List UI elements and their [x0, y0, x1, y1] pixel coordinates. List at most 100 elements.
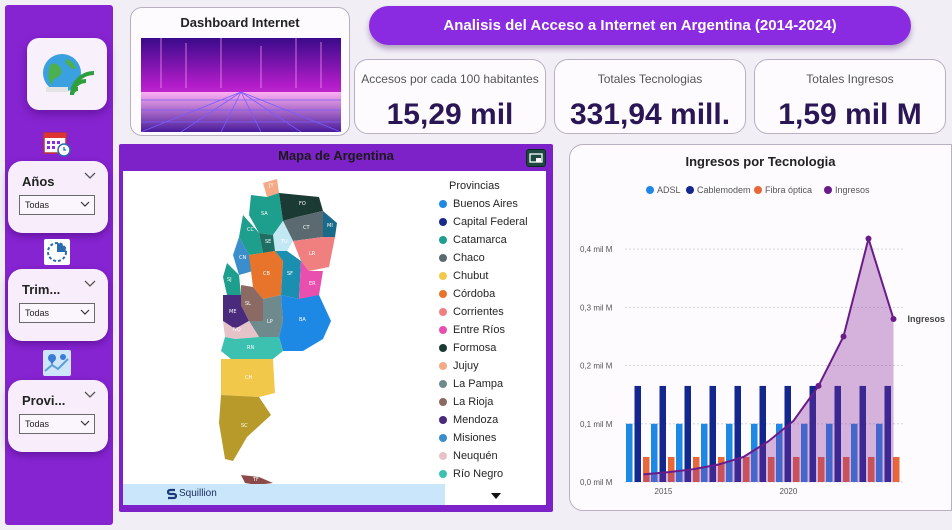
province-select[interactable]: Todas [19, 414, 95, 434]
province-cordoba[interactable] [249, 251, 283, 299]
province-chaco[interactable] [283, 211, 323, 241]
ingresos-point[interactable] [840, 333, 847, 340]
squillion-logo-icon [167, 488, 177, 500]
legend-item[interactable]: Neuquén [439, 450, 498, 462]
province-santa-cruz[interactable] [219, 395, 271, 461]
chart-legend-dot [686, 186, 694, 194]
bar-cablemodem[interactable] [634, 385, 642, 482]
legend-item[interactable]: Córdoba [439, 288, 496, 300]
bar-cablemodem[interactable] [709, 385, 717, 482]
focus-mode-icon[interactable] [526, 149, 546, 167]
bar-adsl[interactable] [876, 423, 883, 482]
province-tucuman[interactable] [259, 233, 275, 253]
bar-adsl[interactable] [651, 423, 658, 482]
legend-item[interactable]: La Pampa [439, 378, 503, 390]
bar-adsl[interactable] [776, 423, 783, 482]
location-map-icon [42, 349, 72, 377]
province-santa-fe[interactable] [275, 251, 301, 299]
legend-item[interactable]: Río Negro [439, 468, 503, 480]
chart-legend-label[interactable]: Cablemodem [697, 185, 751, 195]
legend-label: Jujuy [453, 360, 479, 372]
bar-adsl[interactable] [801, 423, 808, 482]
province-rio-negro[interactable] [221, 337, 283, 359]
bar-cablemodem[interactable] [834, 385, 842, 482]
triangle-down-icon[interactable] [490, 492, 502, 500]
ingresos-point[interactable] [865, 235, 872, 242]
province-tierra-del-fuego[interactable] [241, 475, 273, 485]
bar-fibra-óptica[interactable] [643, 456, 650, 482]
bar-cablemodem[interactable] [734, 385, 742, 482]
province-la-pampa[interactable] [249, 295, 283, 337]
chart-canvas[interactable]: ADSL Cablemodem Fibra óptica Ingresos 0,0 mi… [570, 145, 952, 512]
bar-fibra-óptica[interactable] [893, 456, 900, 482]
province-corrientes[interactable] [293, 237, 335, 271]
legend-item[interactable]: Jujuy [439, 360, 479, 372]
province-neuquen[interactable] [223, 321, 259, 339]
bar-fibra-óptica[interactable] [793, 456, 800, 482]
province-santiago[interactable] [273, 221, 293, 251]
chart-legend-label[interactable]: ADSL [657, 185, 681, 195]
bar-cablemodem[interactable] [659, 385, 667, 482]
bar-cablemodem[interactable] [784, 385, 792, 482]
province-san-juan[interactable] [223, 263, 241, 295]
bar-fibra-óptica[interactable] [843, 456, 850, 482]
bar-adsl[interactable] [726, 423, 733, 482]
chart-legend-label[interactable]: Fibra óptica [765, 185, 812, 195]
bar-cablemodem[interactable] [884, 385, 892, 482]
chevron-down-icon[interactable] [84, 172, 96, 180]
legend-label: Formosa [453, 342, 497, 354]
legend-item[interactable]: Chaco [439, 252, 485, 264]
legend-item[interactable]: Corrientes [439, 306, 504, 318]
legend-item[interactable]: Formosa [439, 342, 497, 354]
legend-item[interactable]: Entre Ríos [439, 324, 505, 336]
province-buenos-aires[interactable] [279, 295, 331, 351]
bar-cablemodem[interactable] [759, 385, 767, 482]
map-province-label: LR [309, 251, 316, 257]
bar-adsl[interactable] [751, 423, 758, 482]
legend-item[interactable]: Catamarca [439, 234, 507, 246]
province-mendoza[interactable] [223, 295, 249, 329]
province-formosa[interactable] [279, 193, 323, 221]
province-salta[interactable] [249, 193, 283, 235]
province-misiones[interactable] [323, 211, 337, 237]
bar-fibra-óptica[interactable] [868, 456, 875, 482]
chevron-down-icon[interactable] [84, 391, 96, 399]
argentina-map[interactable]: JY SA FO CT TU SE CC MI LR CN SJ CB SF ER SL ME BA LP NQ RN… [123, 171, 443, 505]
legend-item[interactable]: Buenos Aires [439, 198, 518, 210]
chevron-down-icon[interactable] [84, 280, 96, 288]
province-chubut[interactable] [221, 359, 275, 397]
kpi-value: 1,59 mil M [778, 98, 922, 131]
legend-item[interactable]: La Rioja [439, 396, 493, 408]
ingresos-point[interactable] [815, 382, 822, 389]
bar-cablemodem[interactable] [859, 385, 867, 482]
province-jujuy[interactable] [263, 179, 279, 197]
province-san-luis[interactable] [241, 285, 263, 321]
legend-item[interactable]: Mendoza [439, 414, 498, 426]
bar-fibra-óptica[interactable] [718, 456, 725, 482]
legend-item[interactable]: Chubut [439, 270, 488, 282]
province-catamarca[interactable] [239, 215, 263, 255]
bar-adsl[interactable] [676, 423, 683, 482]
legend-item[interactable]: Capital Federal [439, 216, 528, 228]
chart-legend-label[interactable]: Ingresos [835, 185, 870, 195]
bar-fibra-óptica[interactable] [768, 456, 775, 482]
bar-cablemodem[interactable] [809, 385, 817, 482]
province-la-rioja[interactable] [233, 237, 253, 275]
bar-adsl[interactable] [626, 423, 633, 482]
ingresos-line[interactable] [643, 234, 895, 476]
legend-label: Córdoba [453, 288, 496, 300]
map-province-label: RN [247, 345, 254, 351]
bar-fibra-óptica[interactable] [818, 456, 825, 482]
bar-cablemodem[interactable] [684, 385, 692, 482]
bar-adsl[interactable] [826, 423, 833, 482]
bar-adsl[interactable] [701, 423, 708, 482]
years-select[interactable]: Todas [19, 195, 95, 215]
bar-fibra-óptica[interactable] [668, 456, 675, 482]
map-province-label: SC [241, 423, 248, 429]
quarter-select[interactable]: Todas [19, 303, 95, 323]
legend-item[interactable]: Misiones [439, 432, 496, 444]
province-entre-rios[interactable] [299, 261, 323, 301]
ingresos-point[interactable] [890, 315, 897, 322]
bar-adsl[interactable] [851, 423, 858, 482]
bar-fibra-óptica[interactable] [743, 456, 750, 482]
